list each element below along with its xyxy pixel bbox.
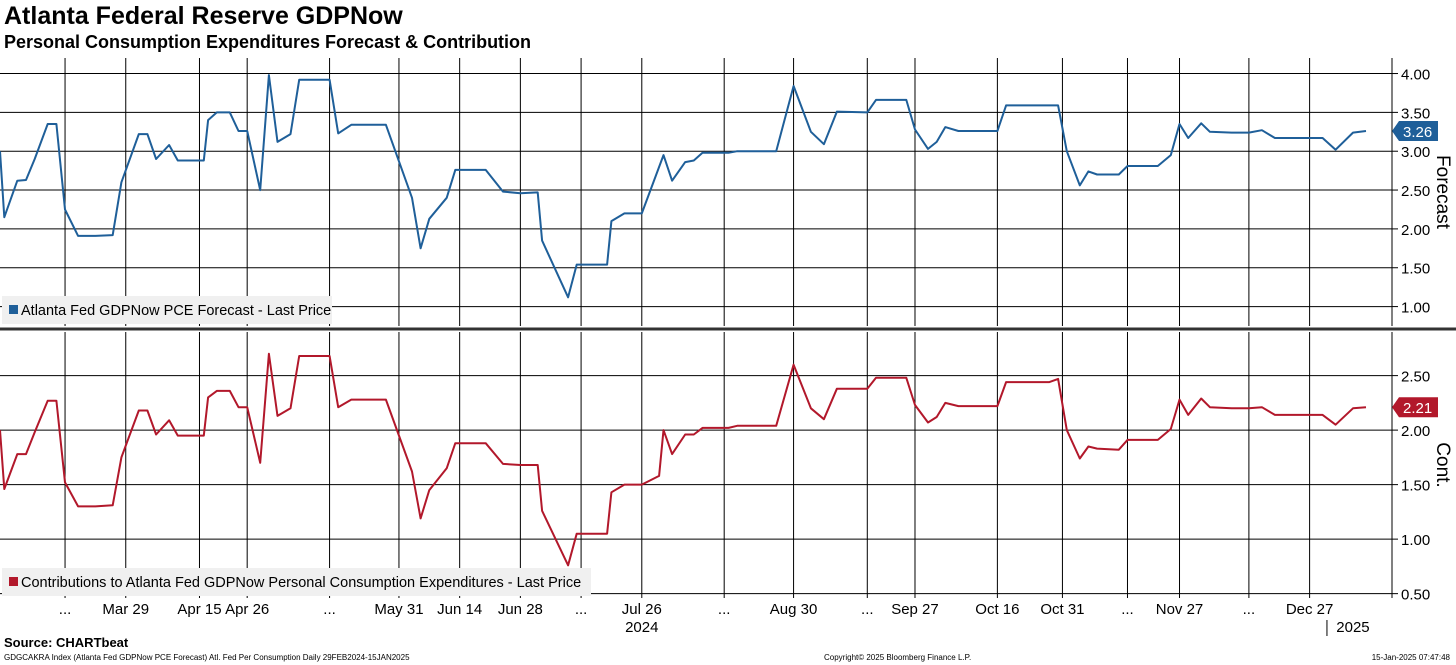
- y-tick-label: 3.50: [1401, 105, 1430, 122]
- index-info: GDGCAKRA Index (Atlanta Fed GDPNow PCE F…: [4, 653, 410, 662]
- x-tick-label: Jun 14: [437, 601, 482, 618]
- y-tick-label: 3.00: [1401, 144, 1430, 161]
- x-tick-label: ...: [59, 601, 72, 618]
- x-tick-label: Aug 30: [770, 601, 818, 618]
- y-tick-label: 1.00: [1401, 300, 1430, 317]
- x-tick-label: ...: [1243, 601, 1256, 618]
- y-axis-title: Cont.: [1432, 442, 1453, 487]
- x-tick-label: ...: [575, 601, 588, 618]
- legend-box: [2, 568, 591, 596]
- last-value-label: 2.21: [1403, 400, 1432, 417]
- last-value-label: 3.26: [1403, 124, 1432, 141]
- source-label: Source: CHARTbeat: [4, 635, 129, 650]
- y-tick-label: 2.50: [1401, 183, 1430, 200]
- x-tick-label: Oct 31: [1040, 601, 1084, 618]
- chart-title: Atlanta Federal Reserve GDPNow: [4, 2, 403, 30]
- x-tick-label: Jul 26: [622, 601, 662, 618]
- x-tick-label: ...: [323, 601, 336, 618]
- y-tick-label: 0.50: [1401, 587, 1430, 604]
- x-tick-label: Apr 15: [177, 601, 221, 618]
- timestamp: 15-Jan-2025 07:47:48: [1371, 653, 1450, 662]
- x-tick-label: Oct 16: [975, 601, 1019, 618]
- y-tick-label: 2.50: [1401, 369, 1430, 386]
- x-tick-label: Jun 28: [498, 601, 543, 618]
- last-value-tag: [1392, 121, 1438, 142]
- y-tick-label: 1.50: [1401, 478, 1430, 495]
- last-value-tag: [1392, 397, 1438, 418]
- y-tick-label: 1.50: [1401, 261, 1430, 278]
- x-year-label: 2025: [1336, 619, 1369, 636]
- legend-box: [2, 296, 332, 324]
- legend-swatch: [9, 577, 18, 586]
- x-tick-label: May 31: [374, 601, 423, 618]
- copyright: Copyright© 2025 Bloomberg Finance L.P.: [824, 653, 972, 662]
- x-tick-label: Apr 26: [225, 601, 269, 618]
- series-lines: [0, 74, 1367, 567]
- x-tick-label: Mar 29: [102, 601, 149, 618]
- x-year-label: 2024: [625, 619, 658, 636]
- x-tick-label: Sep 27: [891, 601, 939, 618]
- legend-label: Atlanta Fed GDPNow PCE Forecast - Last P…: [21, 303, 331, 319]
- chart-subtitle: Personal Consumption Expenditures Foreca…: [4, 32, 532, 52]
- legend-swatch: [9, 305, 18, 314]
- x-tick-label: ...: [718, 601, 731, 618]
- x-tick-label: Nov 27: [1156, 601, 1204, 618]
- x-tick-label: ...: [1121, 601, 1134, 618]
- y-tick-label: 2.00: [1401, 222, 1430, 239]
- y-tick-label: 4.00: [1401, 67, 1430, 84]
- series-line-forecast: [0, 74, 1367, 299]
- x-tick-label: ...: [861, 601, 874, 618]
- axes: [0, 58, 1456, 636]
- x-tick-label: Dec 27: [1286, 601, 1334, 618]
- series-line-contribution: [0, 352, 1367, 567]
- y-tick-label: 1.00: [1401, 532, 1430, 549]
- legend-label: Contributions to Atlanta Fed GDPNow Pers…: [21, 575, 581, 591]
- y-tick-label: 2.00: [1401, 423, 1430, 440]
- labels: 1.00 1.50 2.00 2.50 3.00 3.50 4.00 Forecast Atla…: [2, 67, 1453, 636]
- grid-lines: [0, 58, 1392, 598]
- y-axis-title: Forecast: [1432, 155, 1453, 230]
